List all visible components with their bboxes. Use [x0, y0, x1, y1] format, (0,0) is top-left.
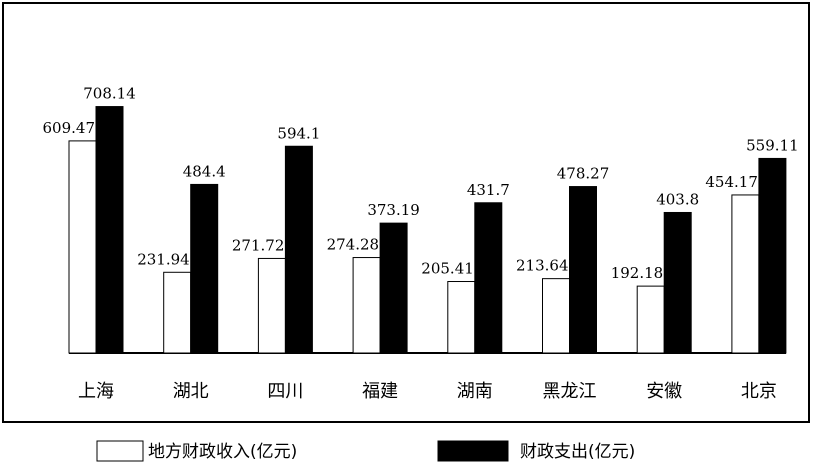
- category-label: 安徽: [646, 381, 682, 402]
- data-label-expenditure: 403.8: [656, 190, 699, 208]
- category-label: 湖北: [173, 381, 209, 402]
- category-label: 北京: [741, 381, 777, 402]
- bar-revenue: [636, 285, 665, 354]
- bar-expenditure: [95, 106, 124, 354]
- category-labels-group: 上海 湖北 四川 福建 湖南 黑龙江 安徽 北京: [78, 381, 777, 402]
- legend-swatch: [96, 440, 144, 462]
- legend: 地方财政收入(亿元) 财政支出(亿元): [96, 440, 635, 462]
- bar-revenue: [731, 194, 760, 354]
- data-label-revenue: 454.17: [705, 173, 758, 191]
- data-label-expenditure: 559.11: [746, 136, 799, 154]
- bar-expenditure: [284, 145, 313, 354]
- legend-label: 地方财政收入(亿元): [148, 442, 297, 462]
- data-label-expenditure: 484.4: [183, 162, 226, 180]
- legend-label: 财政支出(亿元): [520, 442, 635, 462]
- data-label-revenue: 192.18: [611, 264, 664, 282]
- bars-group: [68, 106, 787, 354]
- data-label-revenue: 609.47: [43, 119, 96, 137]
- category-label: 四川: [267, 381, 303, 402]
- bar-expenditure: [663, 211, 692, 354]
- category-label: 福建: [362, 381, 398, 402]
- data-label-expenditure: 708.14: [83, 85, 136, 103]
- bar-revenue: [352, 257, 381, 354]
- bar-revenue: [447, 281, 476, 354]
- bar-revenue: [542, 278, 570, 354]
- bar-expenditure: [758, 157, 787, 354]
- bar-expenditure: [379, 222, 408, 354]
- category-label: 湖南: [457, 381, 493, 402]
- data-label-revenue: 274.28: [327, 236, 380, 254]
- bar-expenditure: [474, 202, 503, 354]
- data-label-revenue: 205.41: [421, 260, 474, 278]
- category-label: 上海: [78, 381, 114, 402]
- data-label-revenue: 231.94: [137, 250, 190, 268]
- data-label-expenditure: 431.7: [467, 181, 510, 199]
- value-labels-group: 609.47 708.14 231.94 484.4 271.72 594.1 274.28…: [43, 85, 799, 283]
- category-label: 黑龙江: [543, 381, 597, 402]
- bar-expenditure: [190, 183, 219, 354]
- data-label-revenue: 271.72: [232, 236, 285, 254]
- legend-swatch: [437, 440, 509, 462]
- bar-expenditure: [569, 186, 597, 354]
- bar-revenue: [257, 257, 286, 354]
- data-label-expenditure: 478.27: [557, 165, 610, 183]
- data-label-revenue: 213.64: [516, 257, 569, 275]
- chart-frame: [2, 2, 810, 423]
- bar-revenue: [68, 140, 97, 354]
- data-label-expenditure: 373.19: [367, 201, 420, 219]
- bar-revenue: [163, 271, 192, 354]
- data-label-expenditure: 594.1: [277, 124, 320, 142]
